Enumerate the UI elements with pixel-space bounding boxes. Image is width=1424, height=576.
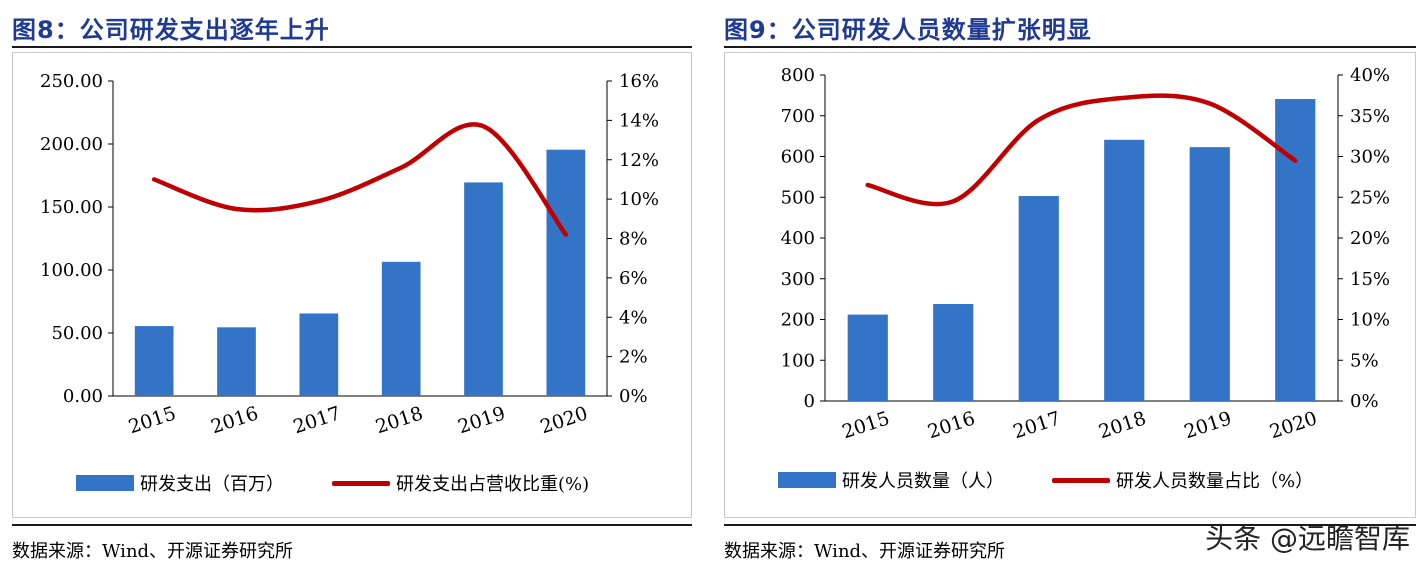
- source-rule: [12, 524, 692, 526]
- left-tick-label: 50.00: [51, 323, 103, 344]
- x-tick-label: 2018: [373, 402, 426, 438]
- figure-title: 图8：公司研发支出逐年上升: [12, 16, 330, 44]
- bar-2020: [1275, 99, 1316, 401]
- left-tick-label: 300: [781, 269, 815, 290]
- chart-legend: 研发支出（百万） 研发支出占营收比重(%): [76, 470, 637, 496]
- rd-staff-chart: 0 100 200 300 400 500 600 700 800 0% 5% 10% 15% 20% 25…: [781, 65, 1390, 443]
- title-rule: [724, 46, 1416, 48]
- x-tick-label: 2015: [840, 407, 893, 443]
- data-source: 数据来源：Wind、开源证券研究所: [724, 541, 1006, 562]
- right-tick-label: 10%: [619, 189, 659, 210]
- right-tick-label: 40%: [1350, 65, 1390, 86]
- right-tick-label: 16%: [619, 71, 659, 92]
- bar-2018: [1104, 139, 1145, 402]
- chart-panel-rd-staff: 图9：公司研发人员数量扩张明显 0 100 200 300 400 500 600 700 80…: [712, 0, 1424, 576]
- right-tick-label: 0%: [1350, 391, 1379, 412]
- left-tick-label: 150.00: [40, 197, 103, 218]
- legend-line-swatch: [1052, 477, 1110, 483]
- chart-legend: 研发人员数量（人） 研发人员数量占比（%）: [778, 467, 1361, 493]
- legend-line-swatch: [332, 480, 390, 486]
- right-tick-label: 4%: [619, 307, 648, 328]
- x-tick-label: 2019: [1182, 407, 1235, 443]
- x-tick-label: 2016: [925, 407, 978, 443]
- x-tick-label: 2020: [1267, 407, 1320, 443]
- left-tick-label: 0: [804, 391, 815, 412]
- right-tick-label: 10%: [1350, 310, 1390, 331]
- right-tick-label: 6%: [619, 268, 648, 289]
- legend-item-bar: 研发人员数量（人）: [778, 467, 1004, 493]
- rd-expense-chart: 0.00 50.00 100.00 150.00 200.00 250.00 0% 2% 4% 6…: [40, 71, 659, 438]
- bar-2015: [134, 326, 174, 396]
- legend-bar-label: 研发支出（百万）: [140, 474, 284, 495]
- ratio-line: [865, 93, 1298, 207]
- x-tick-label: 2018: [1096, 407, 1149, 443]
- x-tick-label: 2017: [1011, 407, 1064, 443]
- left-tick-label: 400: [781, 228, 815, 249]
- left-tick-label: 100.00: [40, 260, 103, 281]
- right-tick-label: 25%: [1350, 187, 1390, 208]
- left-tick-label: 500: [781, 187, 815, 208]
- chart-panel-rd-expense: 图8：公司研发支出逐年上升 0.00 50.00 100.00 150.00 200.0…: [0, 0, 700, 576]
- legend-item-line: 研发人员数量占比（%）: [1052, 467, 1313, 493]
- watermark: 头条 @远瞻智库: [1205, 522, 1410, 555]
- right-tick-label: 35%: [1350, 106, 1390, 127]
- x-tick-label: 2015: [126, 402, 179, 438]
- legend-bar-swatch: [778, 472, 836, 488]
- right-tick-label: 14%: [619, 110, 659, 131]
- x-tick-label: 2016: [208, 402, 261, 438]
- x-tick-label: 2020: [538, 402, 591, 438]
- right-tick-label: 8%: [619, 229, 648, 250]
- left-tick-label: 100: [781, 350, 815, 371]
- left-tick-label: 250.00: [40, 71, 103, 92]
- left-tick-label: 600: [781, 147, 815, 168]
- bar-2016: [217, 327, 256, 396]
- bar-2019: [464, 182, 503, 396]
- right-tick-label: 0%: [619, 386, 648, 407]
- left-tick-label: 200.00: [40, 134, 103, 155]
- left-tick-label: 200: [781, 310, 815, 331]
- bar-2020: [546, 149, 586, 396]
- source-rule: [724, 524, 1416, 526]
- legend-bar-swatch: [76, 475, 134, 491]
- legend-item-bar: 研发支出（百万）: [76, 470, 284, 496]
- right-tick-label: 5%: [1350, 350, 1379, 371]
- bar-2016: [933, 304, 974, 401]
- bar-2015: [847, 314, 888, 401]
- bar-2017: [299, 313, 339, 396]
- figure-title: 图9：公司研发人员数量扩张明显: [724, 16, 1092, 44]
- right-tick-label: 12%: [619, 150, 659, 171]
- right-tick-label: 30%: [1350, 147, 1390, 168]
- x-tick-label: 2019: [455, 402, 508, 438]
- bar-2019: [1189, 147, 1230, 401]
- legend-item-line: 研发支出占营收比重(%): [332, 470, 589, 496]
- right-tick-label: 2%: [619, 347, 648, 368]
- right-tick-label: 20%: [1350, 228, 1390, 249]
- legend-line-label: 研发人员数量占比（%）: [1116, 471, 1314, 492]
- left-tick-label: 700: [781, 106, 815, 127]
- data-source: 数据来源：Wind、开源证券研究所: [12, 541, 294, 562]
- legend-line-label: 研发支出占营收比重(%): [396, 474, 590, 495]
- ratio-line: [151, 122, 569, 237]
- bar-2017: [1018, 196, 1059, 401]
- right-tick-label: 15%: [1350, 269, 1390, 290]
- bar-2018: [381, 261, 421, 396]
- left-tick-label: 0.00: [63, 386, 103, 407]
- left-tick-label: 800: [781, 65, 815, 86]
- legend-bar-label: 研发人员数量（人）: [842, 471, 1004, 492]
- x-tick-label: 2017: [291, 402, 344, 438]
- title-rule: [12, 46, 692, 48]
